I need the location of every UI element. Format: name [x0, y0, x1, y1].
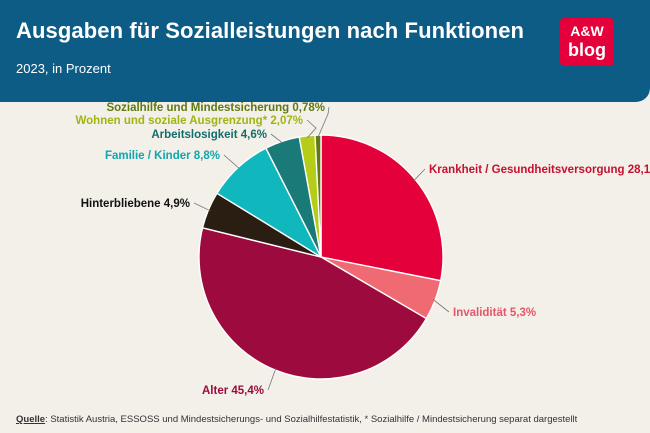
pie-slices	[198, 134, 444, 380]
logo-text-top: A&W	[570, 23, 604, 39]
chart-subtitle: 2023, in Prozent	[16, 61, 111, 76]
pie-labels: Krankheit / Gesundheitsversorgung 28,1% I…	[76, 102, 650, 397]
source-label: Quelle	[16, 414, 46, 425]
data-label-alter: Alter 45,4%	[202, 385, 264, 397]
leader-line-arbeitslosigkeit	[270, 133, 284, 144]
leader-line-krankheit-gesundheitsversorgung	[413, 168, 426, 182]
aw-blog-logo[interactable]: A&W blog	[560, 18, 614, 66]
pie-slice-krankheit-gesundheitsversorgung	[320, 134, 444, 282]
source-note: Quelle: Statistik Austria, ESSOSS und Mi…	[16, 414, 577, 425]
data-label-wohnen-und-soziale-ausgrenzung: Wohnen und soziale Ausgrenzung* 2,07%	[76, 115, 303, 127]
leader-line-sozialhilfe-und-mindestsicherung	[317, 106, 330, 138]
chart-title: Ausgaben für Sozialleistungen nach Funkt…	[16, 18, 525, 43]
data-label-invalidität: Invalidität 5,3%	[453, 307, 536, 319]
data-label-sozialhilfe-und-mindestsicherung: Sozialhilfe und Mindestsicherung 0,78%	[106, 102, 325, 114]
leader-line-hinterbliebene	[193, 202, 211, 212]
leader-line-wohnen-und-soziale-ausgrenzung	[306, 119, 317, 139]
data-label-hinterbliebene: Hinterbliebene 4,9%	[81, 198, 190, 210]
logo-text-bottom: blog	[568, 40, 606, 60]
data-label-arbeitslosigkeit: Arbeitslosigkeit 4,6%	[151, 129, 267, 141]
pie-slice-sozialhilfe-und-mindestsicherung	[314, 134, 322, 258]
leader-line-familie-kinder	[223, 154, 240, 170]
source-text: : Statistik Austria, ESSOSS und Mindests…	[45, 414, 578, 425]
leader-line-alter	[267, 368, 277, 391]
data-label-krankheit-gesundheitsversorgung: Krankheit / Gesundheitsversorgung 28,1%	[429, 164, 650, 176]
leader-line-invalidität	[432, 299, 450, 313]
header-banner: Ausgaben für Sozialleistungen nach Funkt…	[0, 0, 650, 102]
data-label-familie-kinder: Familie / Kinder 8,8%	[105, 150, 220, 162]
